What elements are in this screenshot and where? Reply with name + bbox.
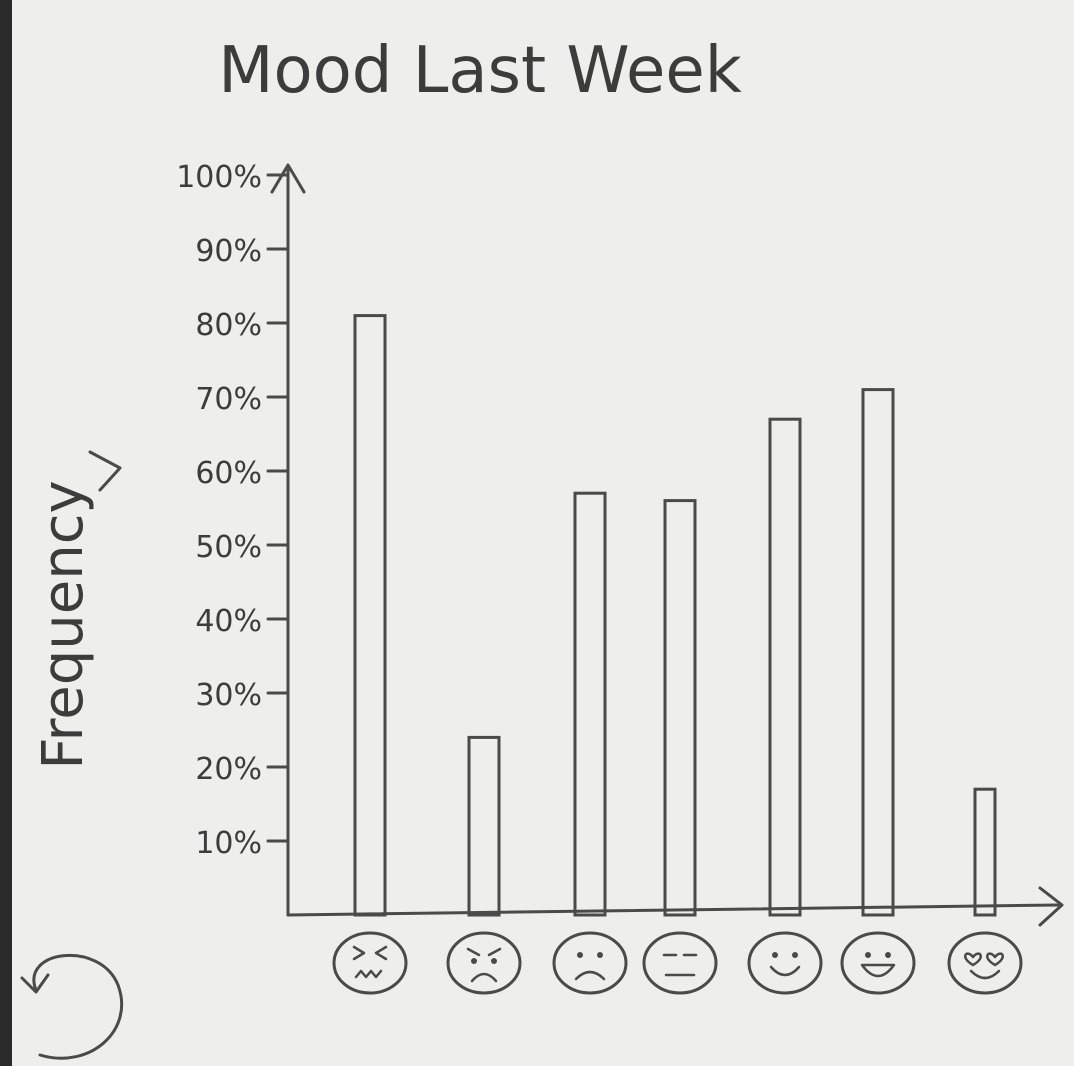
- y-tick-label: 20%: [195, 752, 262, 787]
- chart-axes: [270, 163, 1064, 927]
- heart-eyes-face-icon: [947, 931, 1023, 995]
- sad-face-icon: [552, 931, 628, 995]
- y-axis-label: Frequency: [31, 480, 96, 769]
- y-tick-label: 100%: [176, 160, 262, 195]
- x-axis-arrowhead: [1038, 886, 1064, 927]
- bar: [573, 491, 607, 917]
- bar: [973, 787, 997, 917]
- laughing-face-icon: [840, 931, 916, 995]
- paper-background: [12, 0, 1074, 1066]
- y-ticks: 10% 20% 30% 40% 50% 60% 70% 80% 90% 100%: [176, 160, 290, 861]
- neutral-face-icon: [642, 931, 718, 995]
- bar: [353, 314, 387, 917]
- bar: [467, 735, 501, 917]
- y-tick-label: 70%: [195, 382, 262, 417]
- category-icons: [332, 931, 1023, 995]
- y-tick-label: 90%: [195, 234, 262, 269]
- y-label-arrow: [88, 450, 122, 492]
- y-tick-label: 30%: [195, 678, 262, 713]
- y-tick-label: 60%: [195, 456, 262, 491]
- y-tick-label: 80%: [195, 308, 262, 343]
- bar: [663, 499, 697, 917]
- rotate-arrow-icon: [20, 953, 124, 1060]
- chart-title: Mood Last Week: [218, 34, 742, 108]
- angry-frustrated-face-icon: [332, 931, 408, 995]
- angry-face-icon: [446, 931, 522, 995]
- y-tick-label: 10%: [195, 826, 262, 861]
- x-axis-line: [286, 903, 1060, 917]
- bars: [353, 314, 997, 917]
- smiling-face-icon: [747, 931, 823, 995]
- bar: [768, 417, 802, 917]
- y-axis-arrowhead: [270, 163, 306, 194]
- bar: [861, 388, 895, 917]
- y-tick-label: 40%: [195, 604, 262, 639]
- y-tick-label: 50%: [195, 530, 262, 565]
